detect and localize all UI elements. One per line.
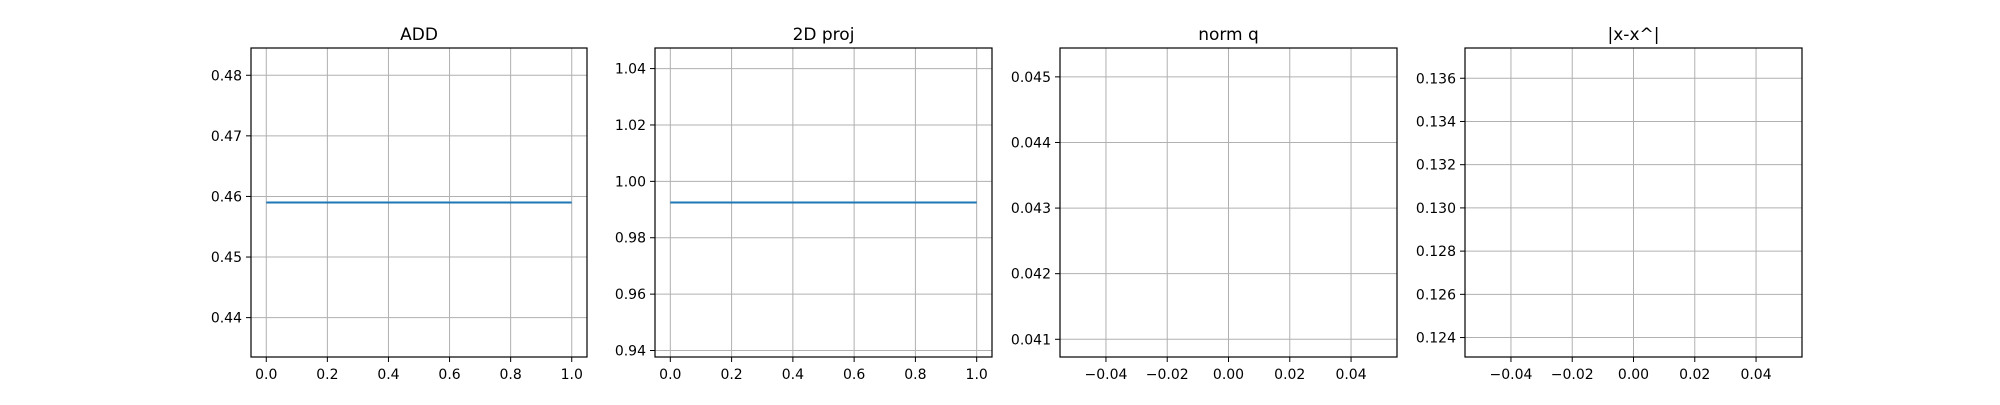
x-tick-label: 0.2 — [720, 367, 742, 383]
x-tick-label: −0.02 — [1146, 367, 1189, 383]
y-tick-label: 0.94 — [615, 344, 646, 360]
x-tick-label: 0.6 — [438, 367, 460, 383]
x-tick-label: −0.04 — [1490, 367, 1533, 383]
y-tick-label: 0.044 — [1011, 135, 1051, 151]
y-tick-label: 0.128 — [1416, 244, 1456, 260]
y-tick-label: 0.124 — [1416, 331, 1456, 347]
y-tick-label: 1.04 — [615, 62, 646, 78]
x-tick-label: 0.4 — [377, 367, 399, 383]
y-tick-label: 0.130 — [1416, 201, 1456, 217]
chart-panel-4: −0.04 −0.02 0.00 0.02 0.04 0.124 0.126 0.128 0.1… — [1416, 25, 1803, 383]
x-tick-label: 0.8 — [904, 367, 926, 383]
x-tick-label: 0.8 — [500, 367, 522, 383]
x-tick-label: 0.0 — [255, 367, 277, 383]
y-tick-label: 0.042 — [1011, 267, 1051, 283]
x-tick-label: −0.02 — [1551, 367, 1594, 383]
chart-title: |x-x^| — [1608, 25, 1660, 45]
x-tick-label: 0.00 — [1618, 367, 1649, 383]
y-tick-label: 1.02 — [615, 118, 646, 134]
x-tick-label: 0.6 — [843, 367, 865, 383]
axes-frame — [250, 47, 588, 358]
y-tick-label: 0.45 — [211, 250, 242, 266]
chart-panel-3: −0.04 −0.02 0.00 0.02 0.04 0.041 0.042 0.043 0.0… — [1011, 25, 1398, 383]
y-tick-label: 0.126 — [1416, 287, 1456, 303]
y-tick-label: 0.136 — [1416, 71, 1456, 87]
y-tick-label: 0.48 — [211, 68, 242, 84]
y-tick-label: 0.96 — [615, 287, 646, 303]
x-tick-label: 0.02 — [1679, 367, 1710, 383]
x-tick-label: 0.04 — [1740, 367, 1771, 383]
chart-panel-1: 0.0 0.2 0.4 0.6 0.8 1.0 0.44 0.45 0.46 0.47 0.48 AD… — [211, 25, 588, 383]
chart-title: 2D proj — [793, 25, 855, 45]
chart-title: norm q — [1198, 25, 1259, 45]
x-tick-label: 0.04 — [1335, 367, 1366, 383]
y-tick-label: 0.44 — [211, 311, 242, 327]
y-tick-label: 0.98 — [615, 231, 646, 247]
x-tick-label: 0.00 — [1213, 367, 1244, 383]
chart-title: ADD — [400, 25, 438, 45]
chart-panel-2: 0.0 0.2 0.4 0.6 0.8 1.0 0.94 0.96 0.98 1.00 1.02 1.… — [615, 25, 993, 383]
y-tick-label: 0.045 — [1011, 70, 1051, 86]
y-tick-label: 1.00 — [615, 174, 646, 190]
y-tick-label: 0.46 — [211, 189, 242, 205]
x-tick-label: 0.0 — [659, 367, 681, 383]
x-tick-label: 1.0 — [966, 367, 988, 383]
x-tick-label: 0.02 — [1274, 367, 1305, 383]
y-tick-label: 0.134 — [1416, 114, 1456, 130]
y-tick-label: 0.47 — [211, 129, 242, 145]
x-tick-label: −0.04 — [1085, 367, 1128, 383]
x-tick-label: 0.2 — [316, 367, 338, 383]
axes-frame — [654, 47, 993, 358]
x-tick-label: 1.0 — [561, 367, 583, 383]
x-tick-label: 0.4 — [782, 367, 804, 383]
y-tick-label: 0.043 — [1011, 201, 1051, 217]
y-tick-label: 0.041 — [1011, 332, 1051, 348]
y-tick-label: 0.132 — [1416, 158, 1456, 174]
